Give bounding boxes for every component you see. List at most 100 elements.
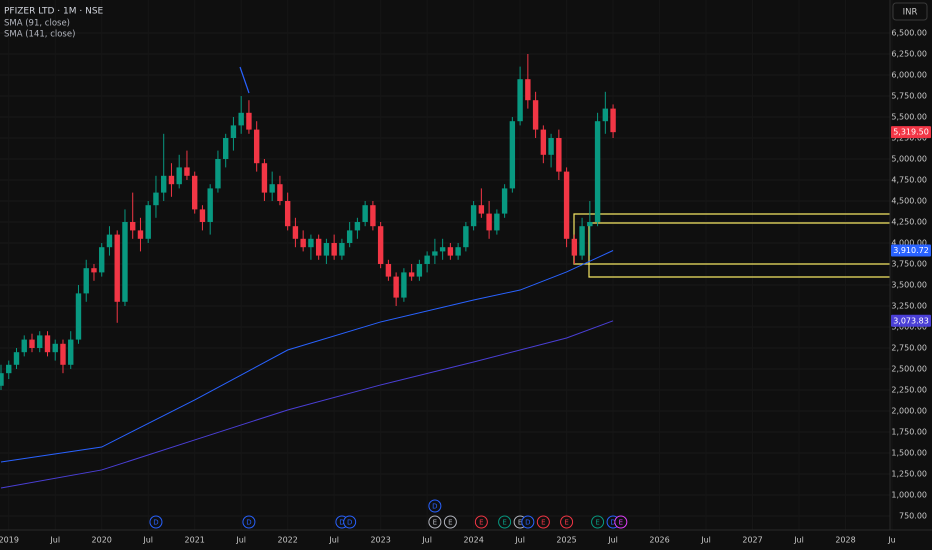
x-tick-label: Ju xyxy=(887,536,895,545)
y-tick-label: 4,750.00 xyxy=(891,175,927,184)
candle-body xyxy=(540,129,547,155)
event-label[interactable]: E xyxy=(479,519,483,527)
candle-body xyxy=(269,184,275,193)
candle-body xyxy=(393,276,399,298)
price-tag-label: 3,910.72 xyxy=(893,246,929,255)
candle-body xyxy=(548,138,554,155)
x-tick-label: Jul xyxy=(235,536,246,545)
trend-line xyxy=(239,66,250,94)
candle-body xyxy=(145,205,151,239)
x-tick-label: 2023 xyxy=(370,536,390,545)
event-marker xyxy=(474,515,488,529)
y-tick-label: 4,500.00 xyxy=(891,196,927,205)
y-tick-label: 4,250.00 xyxy=(891,217,927,226)
candle-body xyxy=(377,226,384,264)
event-label[interactable]: E xyxy=(448,519,452,527)
sma-line xyxy=(0,250,614,463)
event-label[interactable]: D xyxy=(610,519,615,527)
event-label[interactable]: D xyxy=(153,519,158,527)
candle-body xyxy=(463,226,469,248)
x-tick-label: 2024 xyxy=(463,536,483,545)
currency-label[interactable]: INR xyxy=(903,8,918,18)
candle-body xyxy=(184,167,190,176)
event-label[interactable]: E xyxy=(502,519,506,527)
axes: 750.00 1,000.00 1,250.00 1,500.00 1,750.00 2,… xyxy=(0,19,931,545)
candle-body xyxy=(153,192,159,206)
x-tick-label: 2028 xyxy=(835,536,855,545)
y-tick-label: 6,500.00 xyxy=(891,29,927,38)
currency-button[interactable] xyxy=(892,2,928,21)
legend-entry: SMA (91, close) xyxy=(4,19,70,29)
x-tick-label: 2025 xyxy=(556,536,576,545)
event-label[interactable]: E xyxy=(564,519,568,527)
x-tick-label: Jul xyxy=(142,536,153,545)
candle-body xyxy=(532,100,539,130)
event-marker xyxy=(242,515,256,529)
legend-entry: SMA (141, close) xyxy=(4,30,75,40)
event-marker xyxy=(343,515,357,529)
candle-body xyxy=(494,213,500,231)
candle-body xyxy=(556,138,562,172)
price-tag-label: 5,319.50 xyxy=(893,128,929,137)
candle-body xyxy=(346,230,353,243)
x-tick-label: 2022 xyxy=(277,536,297,545)
y-tick-label: 3,250.00 xyxy=(891,301,927,310)
x-tick-label: Jul xyxy=(328,536,339,545)
candle-body xyxy=(455,247,461,256)
candle-body xyxy=(308,238,314,248)
candle-body xyxy=(99,247,105,273)
candle-body xyxy=(408,272,415,277)
candle-body xyxy=(106,234,113,248)
candle-body xyxy=(354,221,361,231)
candle-body xyxy=(253,129,260,164)
candle-body xyxy=(168,175,175,185)
candle-body xyxy=(29,339,35,348)
candle-body xyxy=(610,108,616,133)
candle-body xyxy=(52,343,58,353)
candle-body xyxy=(191,175,198,210)
candle-body xyxy=(122,221,128,302)
event-marker xyxy=(428,499,442,513)
candle-body xyxy=(215,159,221,189)
candle-body xyxy=(315,238,322,256)
candle-body xyxy=(424,255,430,264)
candle-body xyxy=(517,79,523,122)
event-label[interactable]: E xyxy=(518,519,522,527)
event-label[interactable]: D xyxy=(432,503,437,511)
y-tick-label: 2,000.00 xyxy=(891,406,927,415)
candle-body xyxy=(486,213,492,231)
event-label[interactable]: E xyxy=(433,519,437,527)
y-tick-label: 3,500.00 xyxy=(891,280,927,289)
candle-body xyxy=(501,188,508,214)
candle-body xyxy=(137,230,144,239)
chart-title: PFIZER LTD · 1M · NSE xyxy=(4,7,104,17)
candle-body xyxy=(284,200,291,227)
event-marker xyxy=(560,515,574,529)
candle-body xyxy=(261,163,268,193)
candle-body xyxy=(563,171,570,239)
event-marker xyxy=(536,515,550,529)
event-label[interactable]: D xyxy=(246,519,251,527)
x-tick-label: 2021 xyxy=(185,536,205,545)
event-label[interactable]: D xyxy=(347,519,352,527)
event-label[interactable]: D xyxy=(339,519,344,527)
event-label[interactable]: E xyxy=(619,519,623,527)
event-label[interactable]: E xyxy=(541,519,545,527)
y-tick-label: 2,750.00 xyxy=(891,343,927,352)
candle-body xyxy=(238,112,244,126)
event-marker xyxy=(443,515,457,529)
event-label[interactable]: D xyxy=(525,519,530,527)
candle-body xyxy=(230,125,237,139)
candle-body xyxy=(207,188,213,222)
y-tick-label: 5,500.00 xyxy=(891,113,927,122)
x-tick-label: Jul xyxy=(514,536,525,545)
candle-body xyxy=(277,184,283,201)
candle-body xyxy=(602,108,609,122)
candle-body xyxy=(362,205,368,222)
candle-body xyxy=(75,293,82,340)
event-marker xyxy=(149,515,163,529)
event-label[interactable]: E xyxy=(595,519,599,527)
candle-body xyxy=(199,209,206,222)
